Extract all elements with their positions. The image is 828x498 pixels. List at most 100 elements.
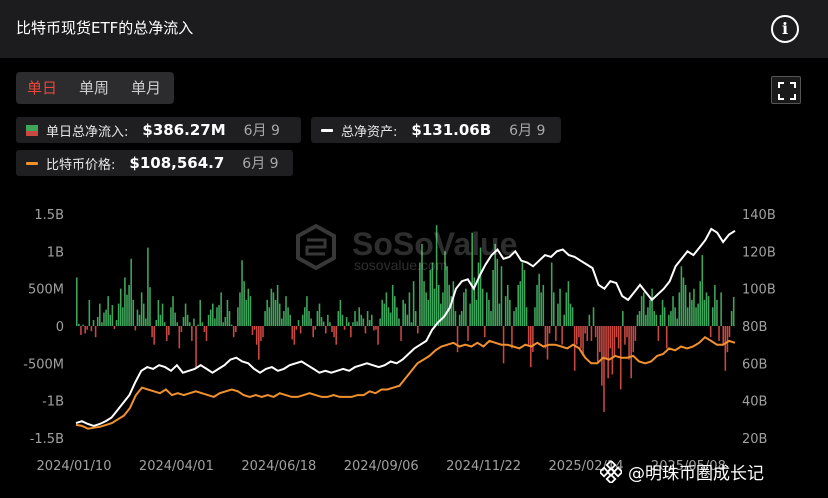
flow-bar: [193, 318, 195, 326]
flow-bar: [419, 262, 421, 326]
flow-bar: [490, 311, 492, 326]
flow-bar: [448, 284, 450, 326]
tab-monthly[interactable]: 单月: [130, 79, 161, 97]
flow-bar: [333, 326, 335, 338]
x-tick-label: 2024/04/01: [139, 459, 214, 474]
inflow-bars: [76, 225, 735, 412]
flow-bar: [714, 284, 716, 326]
flow-bar: [452, 281, 455, 326]
flow-bar: [343, 326, 346, 330]
x-axis: 2024/01/10 2024/04/01 2024/06/18 2024/09/06…: [37, 459, 726, 474]
flow-bar: [320, 317, 323, 326]
flow-bar: [228, 311, 231, 326]
flow-bar: [170, 307, 172, 326]
legend-daily-inflow-date: 6月 9: [243, 123, 280, 139]
flow-bar: [590, 326, 593, 341]
flow-bar: [232, 326, 235, 338]
flow-bar: [387, 307, 390, 326]
tab-daily[interactable]: 单日: [26, 79, 57, 97]
tab-weekly[interactable]: 单周: [78, 79, 109, 97]
flow-bar: [180, 326, 183, 332]
flow-bar: [458, 314, 461, 326]
flow-bar: [500, 266, 503, 326]
flow-bar: [622, 311, 624, 326]
flow-bar: [283, 311, 285, 326]
flow-bar: [544, 326, 547, 349]
flow-bar: [724, 326, 727, 371]
flow-bar: [103, 312, 105, 326]
flow-bar: [653, 311, 655, 326]
flow-bar: [134, 326, 137, 331]
flow-bar: [375, 326, 377, 330]
flow-bar: [527, 326, 530, 345]
flow-bar: [569, 303, 572, 326]
flow-bar: [429, 270, 432, 326]
flow-bar: [655, 314, 658, 326]
left-axis: 1.5B 1B 500M 0 -500M -1B -1.5B: [23, 208, 64, 447]
flow-bar: [260, 326, 262, 341]
flow-bar: [532, 326, 534, 353]
right-tick-label: 80B: [742, 320, 767, 335]
flow-bar: [563, 314, 566, 326]
left-tick-label: 0: [56, 320, 64, 335]
flow-bar: [113, 326, 116, 329]
flow-bar: [601, 326, 603, 386]
flow-bar: [205, 326, 208, 341]
left-tick-label: -1B: [42, 395, 64, 410]
flow-bar: [356, 321, 358, 326]
flow-bar: [324, 326, 327, 334]
flow-bar: [509, 299, 511, 326]
flow-bar: [649, 299, 651, 326]
flow-bar: [266, 299, 268, 326]
flow-bar: [117, 303, 120, 326]
flow-bar: [293, 326, 296, 345]
flow-bar: [634, 326, 637, 341]
flow-bar: [506, 284, 509, 326]
flow-bar: [632, 326, 635, 353]
flow-bar: [132, 299, 135, 326]
left-tick-label: -500M: [23, 357, 64, 372]
info-icon[interactable]: i: [771, 15, 799, 43]
flow-bar: [440, 303, 442, 326]
flow-bar: [421, 243, 423, 326]
flow-bar: [218, 305, 220, 326]
flow-bar: [216, 307, 218, 326]
flow-bar: [686, 307, 689, 326]
flow-bar: [306, 296, 308, 326]
legend-total-assets-value: $131.06B: [411, 121, 492, 139]
flow-bar: [617, 326, 620, 349]
flow-bar: [230, 324, 233, 326]
flow-bar: [682, 277, 685, 326]
period-tabs: 单日 单周 单月: [16, 72, 174, 104]
flow-bar: [515, 307, 517, 326]
flow-bar: [101, 322, 103, 326]
flow-bar: [389, 312, 392, 326]
flow-bar: [730, 311, 733, 326]
flow-bar: [151, 326, 153, 338]
flow-bar: [548, 326, 551, 334]
flow-bar: [220, 292, 222, 326]
flow-bar: [661, 299, 664, 326]
legend-total-assets-label: 总净资产:: [341, 124, 398, 140]
flow-bar: [630, 326, 632, 379]
flow-bar: [86, 326, 89, 330]
flow-bar: [345, 317, 348, 326]
flow-bar: [312, 326, 314, 338]
flow-bar: [408, 292, 411, 326]
watermark-name: SoSoValue: [352, 226, 518, 262]
flow-bar: [552, 292, 555, 326]
flow-bar: [122, 307, 124, 326]
flow-bar: [270, 288, 273, 326]
flow-bar: [659, 314, 662, 326]
flow-bar: [665, 326, 668, 349]
flow-bar: [362, 318, 365, 326]
flow-bar: [628, 326, 630, 360]
total-assets-line: [75, 227, 736, 427]
flow-bar: [550, 262, 553, 326]
flow-bar: [417, 326, 419, 334]
flow-bar: [609, 326, 612, 349]
fullscreen-button[interactable]: [771, 76, 801, 104]
flow-bar: [94, 326, 97, 338]
flow-bar: [165, 326, 168, 341]
flow-bar: [299, 326, 302, 334]
